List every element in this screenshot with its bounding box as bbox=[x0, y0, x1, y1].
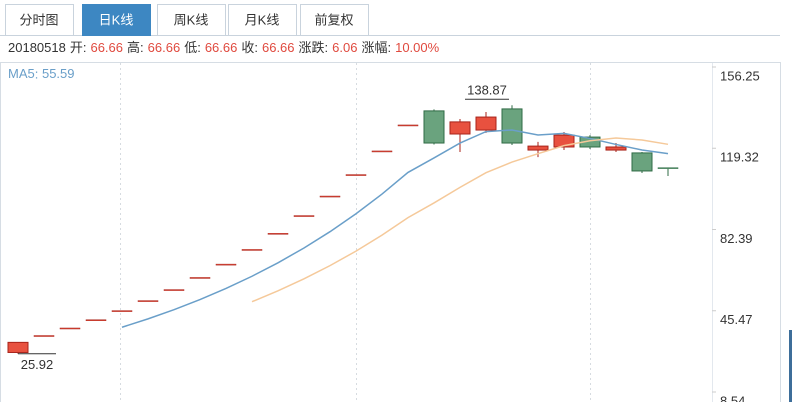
info-label: 低: bbox=[184, 40, 201, 55]
candle-body bbox=[345, 174, 367, 176]
candle-body bbox=[163, 289, 185, 291]
info-date: 20180518 bbox=[8, 40, 66, 55]
tab[interactable] bbox=[82, 4, 151, 36]
y-tick-label: 8.54 bbox=[720, 393, 745, 402]
info-label: 高: bbox=[127, 40, 144, 55]
candle-body bbox=[371, 150, 393, 153]
candle-body bbox=[501, 108, 523, 144]
candle-body bbox=[33, 335, 55, 337]
ma-legend-name: MA5 bbox=[8, 66, 35, 81]
candle-body bbox=[267, 233, 289, 235]
candle-body bbox=[449, 121, 471, 135]
info-label: 开: bbox=[70, 40, 87, 55]
info-value: 10.00% bbox=[395, 40, 440, 55]
candle-body bbox=[605, 146, 627, 151]
candle-body bbox=[59, 327, 81, 330]
ma-legend: MA5: 55.59 bbox=[8, 66, 75, 81]
ma-legend-value: 55.59 bbox=[42, 66, 75, 81]
chart-frame bbox=[0, 62, 781, 407]
candle-body bbox=[475, 116, 497, 131]
candle-body bbox=[7, 341, 29, 353]
tab[interactable] bbox=[228, 4, 297, 36]
candle-body bbox=[657, 167, 679, 169]
info-label: 涨跌: bbox=[299, 40, 329, 55]
candle-body bbox=[397, 124, 419, 127]
candle-body bbox=[241, 249, 263, 251]
ma-line bbox=[121, 129, 669, 328]
tab[interactable] bbox=[300, 4, 369, 36]
tab-label[interactable]: 分时图 bbox=[19, 12, 58, 27]
y-tick-label: 119.32 bbox=[720, 150, 759, 165]
info-line: 20180518 开: 66.66 高: 66.66 低: 66.66 收: 66.66 涨跌: 6… bbox=[8, 40, 440, 55]
tab-label[interactable]: 日K线 bbox=[99, 12, 134, 27]
candle-body bbox=[111, 310, 133, 312]
info-label: 收: bbox=[241, 40, 258, 55]
candle-body bbox=[215, 263, 237, 266]
info-value: 66.66 bbox=[205, 40, 238, 55]
candle-body bbox=[553, 134, 575, 148]
info-value: 66.66 bbox=[262, 40, 295, 55]
y-tick-label: 156.25 bbox=[720, 68, 760, 83]
candle-body bbox=[137, 300, 159, 302]
info-label: 涨幅: bbox=[361, 40, 391, 55]
y-tick-label: 45.47 bbox=[720, 312, 753, 327]
candle-body bbox=[527, 145, 549, 151]
tab-label[interactable]: 前复权 bbox=[314, 12, 353, 27]
candle-body bbox=[631, 152, 653, 172]
tab[interactable] bbox=[5, 4, 74, 36]
info-value: 66.66 bbox=[90, 40, 123, 55]
candle-body bbox=[319, 195, 341, 198]
tab-label[interactable]: 月K线 bbox=[245, 12, 280, 27]
tab[interactable] bbox=[157, 4, 226, 36]
ma-line bbox=[251, 137, 669, 303]
max-label: 138.87 bbox=[467, 83, 507, 98]
candle-body bbox=[293, 215, 315, 217]
candle-body bbox=[85, 319, 107, 321]
candle-body bbox=[423, 110, 445, 144]
y-tick-label: 82.39 bbox=[720, 231, 753, 246]
info-value: 6.06 bbox=[332, 40, 357, 55]
min-label: 25.92 bbox=[21, 357, 54, 372]
candle-body bbox=[189, 277, 211, 279]
info-value: 66.66 bbox=[148, 40, 181, 55]
tab-label[interactable]: 周K线 bbox=[174, 12, 209, 27]
